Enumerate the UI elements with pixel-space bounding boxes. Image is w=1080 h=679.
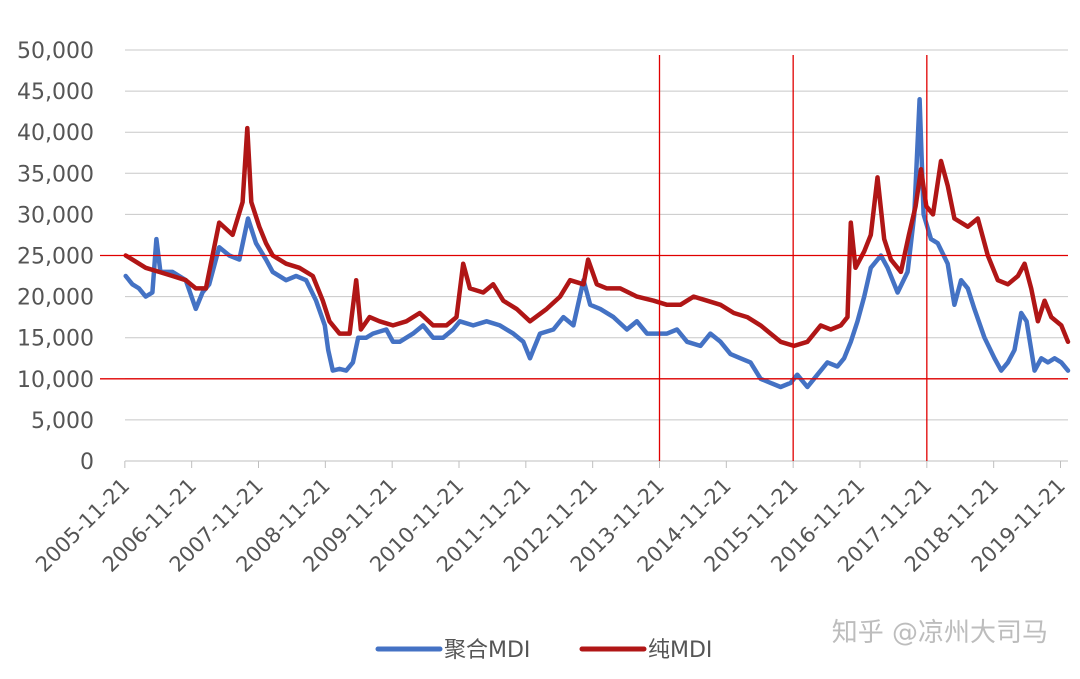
legend: 聚合MDI 纯MDI xyxy=(375,638,712,663)
x-axis: 2005-11-212006-11-212007-11-212008-11-21… xyxy=(31,461,1070,577)
y-tick-label: 5,000 xyxy=(31,409,94,434)
reference-lines xyxy=(100,55,1068,461)
y-tick-label: 0 xyxy=(80,450,94,475)
y-tick-label: 15,000 xyxy=(17,327,94,352)
y-tick-label: 45,000 xyxy=(17,80,94,105)
y-axis: 0 5,000 10,000 15,000 20,000 25,000 30,000 35,0… xyxy=(17,39,94,475)
y-tick-label: 50,000 xyxy=(17,39,94,64)
y-tick-label: 40,000 xyxy=(17,121,94,146)
series-line-2 xyxy=(123,125,1071,349)
series-line-1 xyxy=(123,97,1071,390)
y-tick-label: 10,000 xyxy=(17,368,94,393)
y-tick-label: 35,000 xyxy=(17,162,94,187)
y-tick-label: 25,000 xyxy=(17,245,94,270)
legend-label-1: 聚合MDI xyxy=(444,638,530,663)
legend-label-2: 纯MDI xyxy=(648,638,712,663)
series-lines xyxy=(123,97,1071,390)
watermark: 知乎 @凉州大司马 xyxy=(832,618,1048,648)
y-tick-label: 20,000 xyxy=(17,286,94,311)
y-tick-label: 30,000 xyxy=(17,203,94,228)
